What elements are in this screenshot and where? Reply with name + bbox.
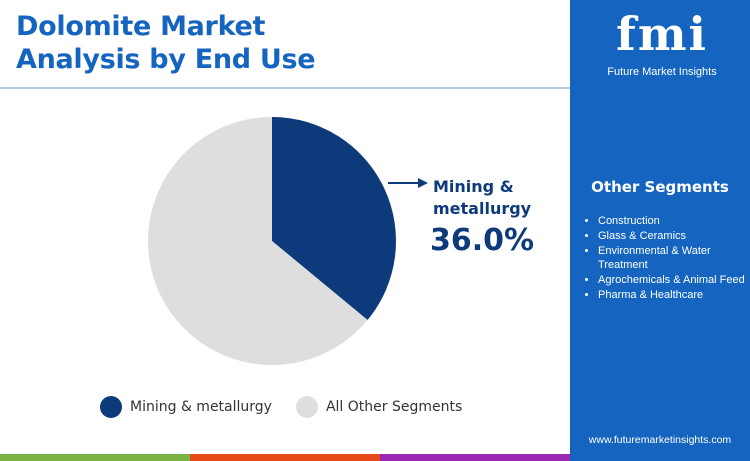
title-line-2: Analysis by End Use: [16, 44, 316, 75]
pie-slice-all-other-segments: [147, 117, 368, 365]
other-segments-list: Construction Glass & Ceramics Environmen…: [584, 214, 750, 303]
list-item: Pharma & Healthcare: [598, 288, 750, 302]
title-line-1: Dolomite Market: [16, 11, 266, 42]
legend-swatch: [295, 396, 318, 418]
side-panel: fmi Future Market Insights Other Segment…: [570, 0, 750, 461]
pie-slices: [147, 117, 396, 365]
footer-segment-orange: [190, 454, 380, 461]
fmi-logo: fmi Future Market Insights: [592, 6, 732, 86]
pie-chart: Mining & metallurgy 36.0%: [147, 117, 534, 365]
footer-segment-green: [0, 454, 190, 461]
callout: Mining & metallurgy 36.0%: [388, 177, 534, 258]
footer-color-strip: [0, 454, 570, 461]
pie-slice-mining-metallurgy: [272, 117, 396, 321]
other-segments-heading: Other Segments: [591, 178, 729, 196]
callout-label-line-1: Mining &: [433, 177, 514, 196]
callout-label-line-2: metallurgy: [433, 199, 532, 218]
legend-label: All Other Segments: [325, 399, 463, 415]
logo-mark: fmi: [616, 7, 708, 61]
list-item: Construction: [598, 214, 750, 228]
list-item: Glass & Ceramics: [598, 229, 750, 243]
legend-label: Mining & metallurgy: [130, 399, 272, 415]
legend: Mining & metallurgy All Other Segments: [100, 394, 486, 420]
list-item: Environmental & Water Treatment: [598, 244, 750, 272]
callout-value: 36.0%: [430, 223, 534, 258]
callout-arrow-head: [418, 178, 428, 188]
legend-item-mining: Mining & metallurgy: [100, 396, 272, 418]
legend-item-other: All Other Segments: [295, 396, 463, 418]
footer-segment-purple: [380, 454, 570, 461]
list-item: Agrochemicals & Animal Feed: [598, 273, 750, 287]
logo-text: Future Market Insights: [607, 66, 717, 78]
legend-swatch: [100, 396, 122, 418]
website-url: www.futuremarketinsights.com: [588, 434, 732, 446]
chart-title: Dolomite Market Analysis by End Use: [16, 10, 536, 76]
title-divider: [0, 87, 570, 89]
